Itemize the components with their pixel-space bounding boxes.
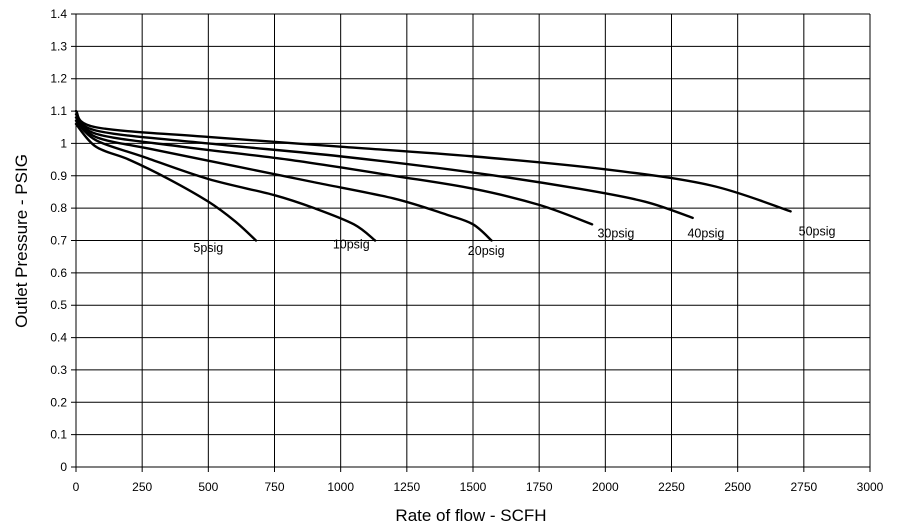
series-label-40psig: 40psig	[687, 226, 724, 240]
series-label-20psig: 20psig	[468, 244, 505, 258]
series-label-5psig: 5psig	[193, 241, 223, 255]
x-tick-label: 2000	[592, 480, 619, 494]
y-tick-label: 1.4	[50, 7, 67, 21]
y-tick-label: 0.6	[50, 266, 67, 280]
series-labels: 5psig 10psig 20psig 30psig 40psig 50psig	[193, 225, 835, 258]
y-tick-label: 0	[60, 460, 67, 474]
series-line-5psig	[74, 122, 258, 242]
series-label-10psig: 10psig	[333, 238, 370, 252]
x-tick-label: 2250	[658, 480, 685, 494]
curve-layer	[74, 109, 792, 242]
series-line-20psig	[74, 116, 493, 242]
y-tick-label: 0.9	[50, 169, 67, 183]
y-tick-label: 0.1	[50, 428, 67, 442]
y-tick-label: 0.7	[50, 234, 67, 248]
x-tick-label: 500	[198, 480, 218, 494]
y-tick-label: 0.5	[50, 298, 67, 312]
series-line-50psig	[74, 109, 792, 213]
y-tick-label: 0.3	[50, 363, 67, 377]
y-tick-label: 1.1	[50, 104, 67, 118]
x-tick-labels: 0 250 500 750 1000 1250 1500 1750 2000 2250 2500 27…	[73, 480, 884, 494]
x-tick-label: 250	[132, 480, 152, 494]
y-tick-label: 1.3	[50, 39, 67, 53]
x-tick-label: 750	[264, 480, 284, 494]
x-axis-title: Rate of flow - SCFH	[395, 506, 546, 525]
x-tick-label: 1500	[460, 480, 487, 494]
series-line-30psig	[74, 113, 594, 226]
y-tick-label: 1.2	[50, 72, 67, 86]
series-label-50psig: 50psig	[799, 225, 836, 239]
series-line-10psig	[74, 119, 377, 242]
y-tick-label: 0.8	[50, 201, 67, 215]
x-tick-label: 0	[73, 480, 80, 494]
grid-layer	[71, 13, 871, 472]
y-tick-label: 0.2	[50, 395, 67, 409]
y-tick-label: 1	[60, 136, 67, 150]
series-label-30psig: 30psig	[597, 226, 634, 240]
x-tick-label: 2750	[790, 480, 817, 494]
y-tick-label: 0.4	[50, 331, 67, 345]
x-tick-label: 1250	[393, 480, 420, 494]
y-axis-title: Outlet Pressure - PSIG	[12, 154, 31, 328]
x-tick-label: 3000	[857, 480, 884, 494]
x-tick-label: 2500	[724, 480, 751, 494]
y-tick-labels: 0 0.1 0.2 0.3 0.4 0.5 0.6 0.7 0.8 0.9 1 1.1 1.2 1.3 1.…	[50, 7, 67, 474]
x-tick-label: 1750	[526, 480, 553, 494]
series-line-40psig	[74, 109, 694, 220]
x-tick-label: 1000	[327, 480, 354, 494]
